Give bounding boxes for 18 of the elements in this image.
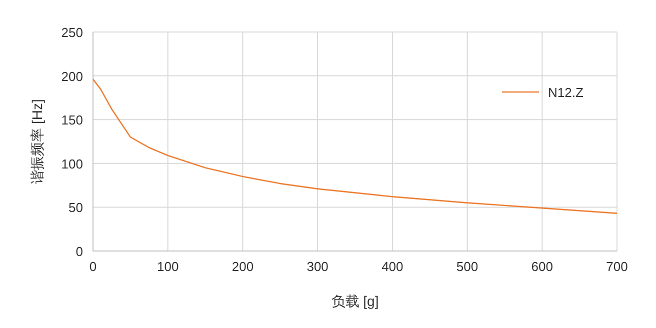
legend-label: N12.Z — [548, 85, 584, 100]
x-tick-label: 200 — [232, 259, 254, 274]
x-tick-label: 100 — [157, 259, 179, 274]
x-tick-label: 400 — [382, 259, 404, 274]
y-tick-label: 250 — [61, 25, 83, 40]
y-tick-label: 50 — [68, 200, 83, 216]
line-series — [92, 78, 618, 214]
y-tick-label: 200 — [61, 68, 83, 84]
y-tick-label: 150 — [61, 112, 83, 128]
x-tick-label: 700 — [606, 259, 628, 274]
y-axis-title: 谐振频率 [Hz] — [29, 99, 45, 184]
y-tick-label: 100 — [61, 156, 83, 172]
x-tick-label: 0 — [89, 259, 97, 274]
x-tick-label: 500 — [456, 259, 478, 274]
x-tick-label: 600 — [531, 259, 553, 274]
x-tick-label: 300 — [306, 259, 328, 274]
x-axis-title: 负载 [g] — [331, 293, 379, 309]
y-tick-label: 0 — [76, 244, 83, 259]
